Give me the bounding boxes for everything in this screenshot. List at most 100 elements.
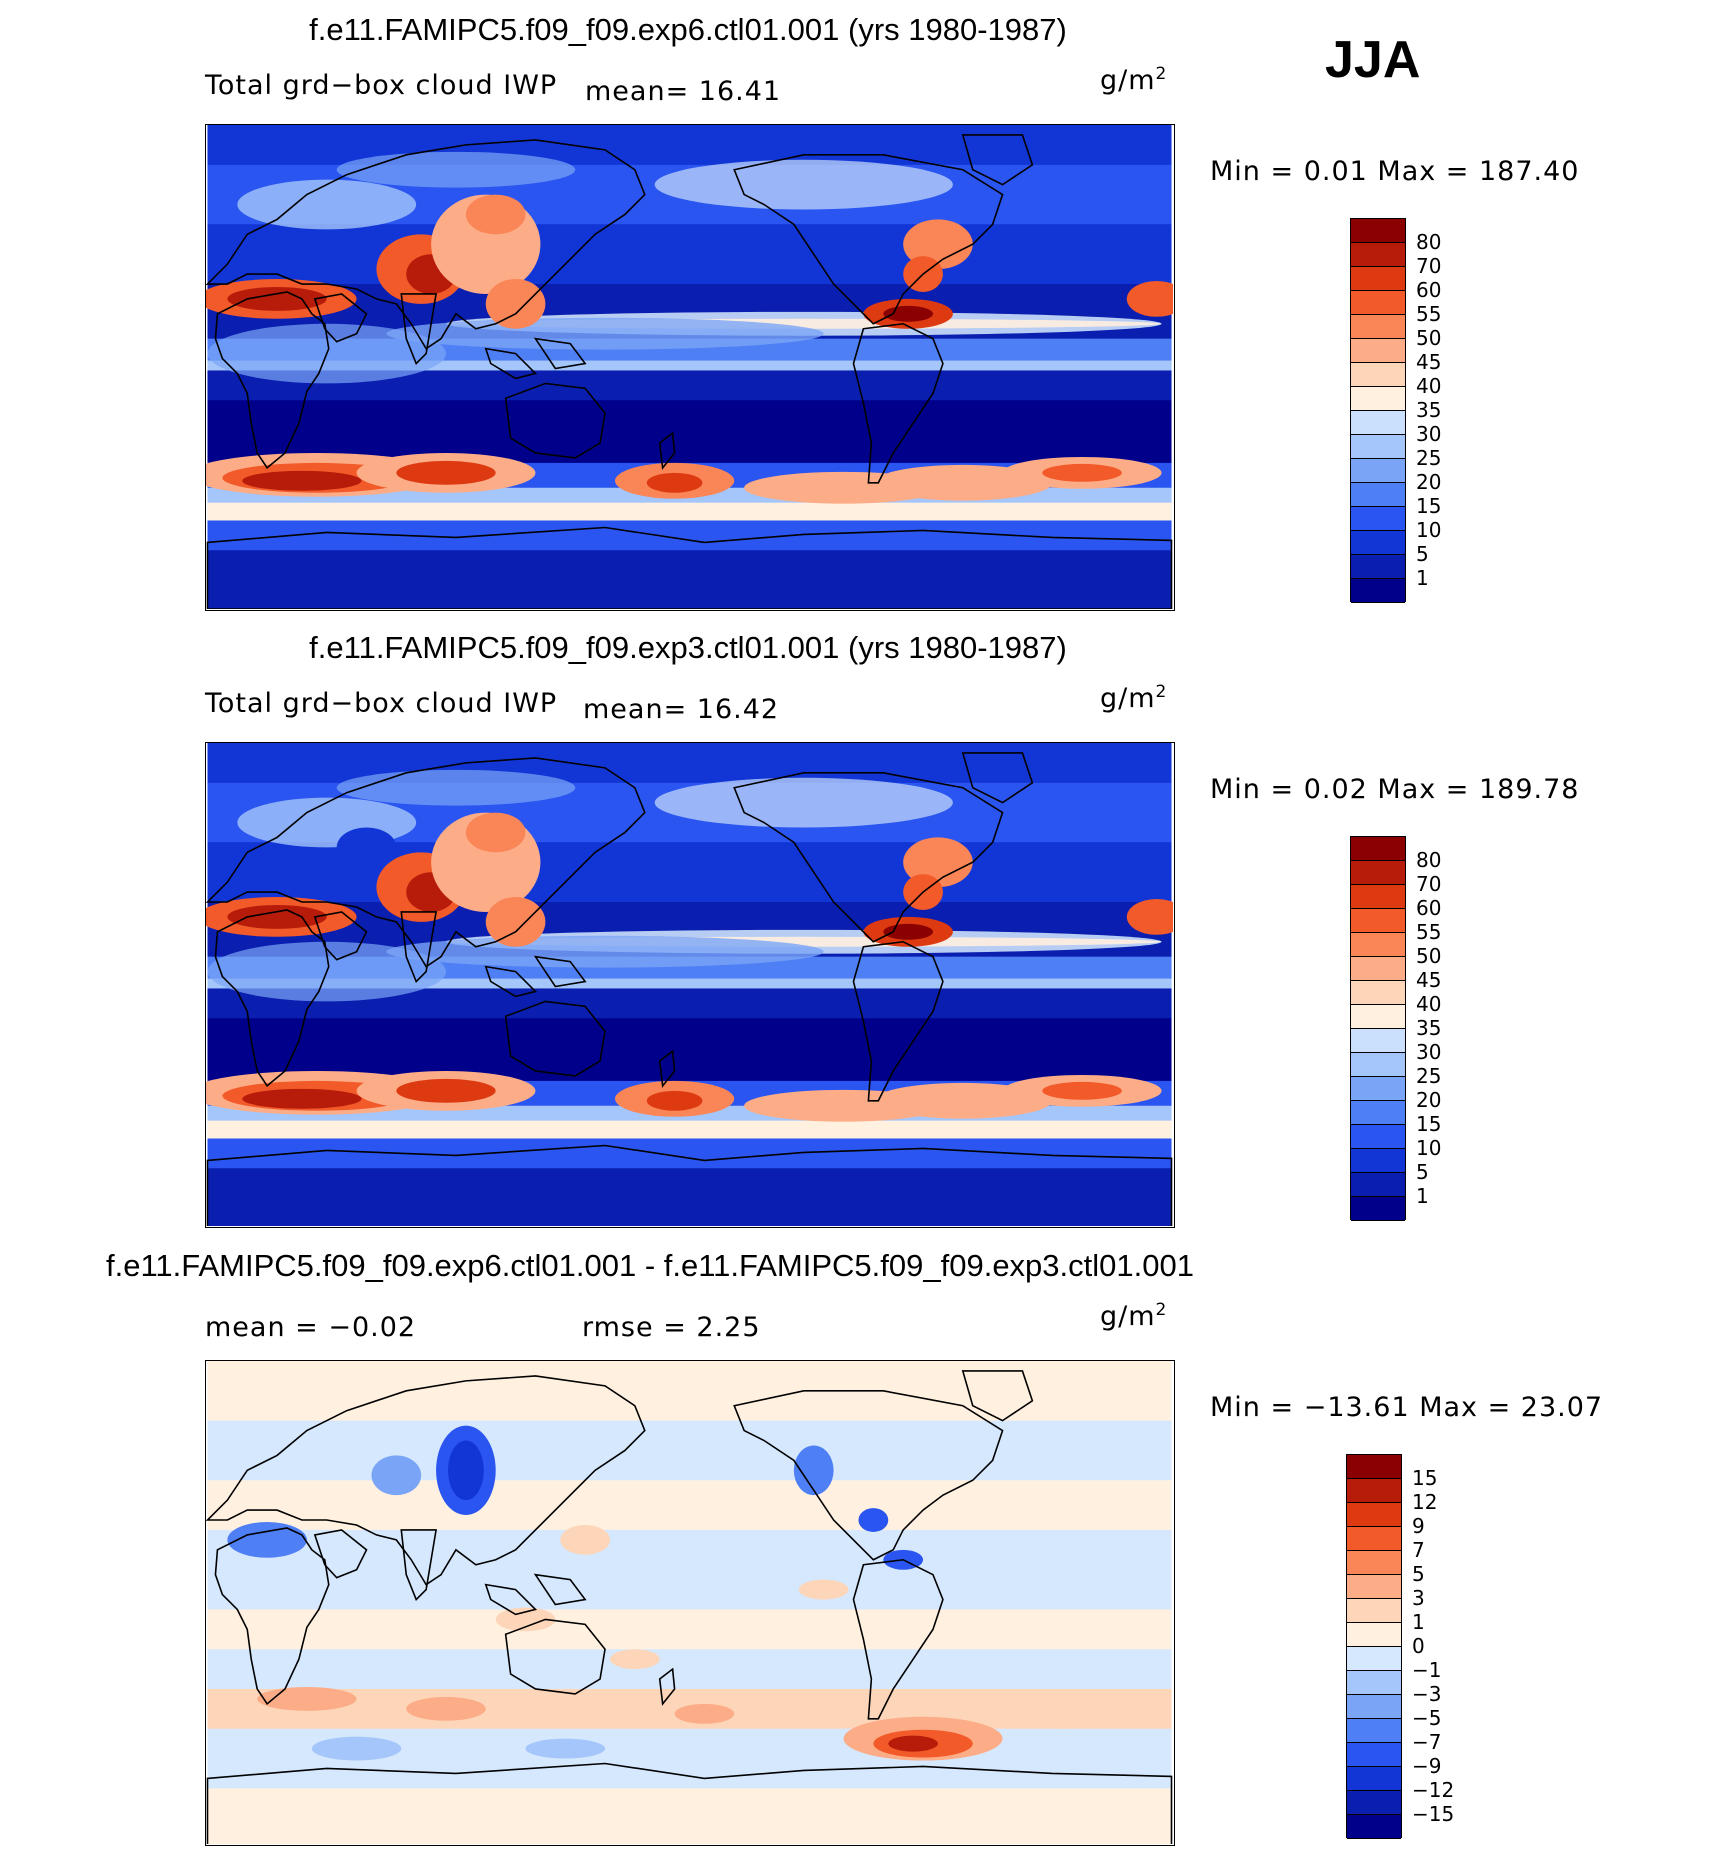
field-contour <box>1042 463 1122 482</box>
colorbar-tick-label: 40 <box>1416 374 1442 398</box>
colorbar-swatch <box>1351 884 1405 908</box>
coastline <box>535 1575 585 1605</box>
colorbar-swatch <box>1351 956 1405 980</box>
colorbar-tick-label: 1 <box>1412 1610 1425 1634</box>
colorbar-tick-label: 45 <box>1416 350 1442 374</box>
colorbar-swatch <box>1351 410 1405 434</box>
colorbar-swatch <box>1351 1172 1405 1196</box>
field-contour <box>336 769 576 806</box>
panel-1-map-field <box>206 125 1173 609</box>
field-contour <box>858 1508 889 1532</box>
colorbar-tick-label: 10 <box>1416 1136 1442 1160</box>
panel-2-map-field <box>206 743 1173 1226</box>
colorbar-swatches <box>1346 1454 1402 1839</box>
panel-1-title: f.e11.FAMIPC5.f09_f09.exp6.ctl01.001 (yr… <box>309 12 1067 47</box>
panel-3-mean: mean = −0.02 <box>205 1312 417 1343</box>
coastline <box>486 967 536 997</box>
colorbar-swatch <box>1347 1670 1401 1694</box>
coastline-layer <box>207 135 1171 609</box>
colorbar-tick-label: 7 <box>1412 1538 1425 1562</box>
field-contour <box>257 1686 357 1711</box>
colorbar-swatch <box>1347 1790 1401 1814</box>
colorbar-bottom-edge <box>1351 1220 1405 1221</box>
field-contour <box>336 151 576 188</box>
colorbar-tick-label: 5 <box>1416 542 1429 566</box>
colorbar-swatch <box>1347 1646 1401 1670</box>
colorbar-tick-label: 15 <box>1416 1112 1442 1136</box>
coastline <box>207 1146 1171 1227</box>
coastline <box>215 292 328 468</box>
colorbar-swatch <box>1347 1574 1401 1598</box>
colorbar-tick-label: 25 <box>1416 1064 1442 1088</box>
colorbar-swatch <box>1351 338 1405 362</box>
coastline <box>207 528 1171 609</box>
colorbar-swatch <box>1351 836 1405 860</box>
coastline <box>401 912 436 982</box>
coastline <box>486 1585 536 1615</box>
panel-2-minmax: Min = 0.02 Max = 189.78 <box>1210 774 1580 805</box>
field-band <box>207 978 1172 989</box>
panel-1-variable: Total grd−box cloud IWP <box>205 70 558 101</box>
field-contour <box>311 1736 402 1761</box>
coastline <box>853 324 942 483</box>
coastline <box>963 135 1033 185</box>
colorbar-swatch <box>1347 1598 1401 1622</box>
colorbar-swatches <box>1350 836 1406 1221</box>
panel-2-unit: g/m2 <box>1100 682 1168 714</box>
coastline <box>660 1051 675 1086</box>
colorbar-swatch <box>1351 242 1405 266</box>
field-contour <box>646 472 703 493</box>
coastline <box>215 910 328 1086</box>
field-band <box>207 502 1172 521</box>
colorbar-tick-label: 9 <box>1412 1514 1425 1538</box>
panel-2-title: f.e11.FAMIPC5.f09_f09.exp3.ctl01.001 (yr… <box>309 630 1067 665</box>
colorbar-swatch <box>1351 314 1405 338</box>
field-contour <box>396 1078 496 1103</box>
field-contour <box>883 923 933 940</box>
colorbar-tick-label: 5 <box>1416 1160 1429 1184</box>
field-contour <box>386 935 824 968</box>
colorbar-swatch <box>1351 578 1405 602</box>
panel-1-map <box>205 124 1175 611</box>
field-contour <box>242 1088 362 1109</box>
field-band <box>207 1361 1172 1421</box>
coastline <box>506 383 605 458</box>
colorbar-tick-label: 20 <box>1416 470 1442 494</box>
colorbar-swatch <box>1351 1124 1405 1148</box>
field-contour <box>525 1738 606 1759</box>
colorbar-tick-label: −3 <box>1412 1682 1442 1706</box>
colorbar-tick-label: 35 <box>1416 398 1442 422</box>
field-contour <box>609 1649 660 1670</box>
coastline <box>853 1560 942 1719</box>
coastline <box>506 1001 605 1076</box>
colorbar-swatch <box>1351 908 1405 932</box>
coastline <box>853 942 942 1101</box>
colorbar-swatch <box>1347 1814 1401 1838</box>
colorbar-swatch <box>1351 386 1405 410</box>
coastline <box>207 140 644 349</box>
panel-2-map <box>205 742 1175 1228</box>
season-label: JJA <box>1325 31 1421 89</box>
coastline <box>734 1391 1002 1560</box>
colorbar-bottom-edge <box>1347 1838 1401 1839</box>
field-contour <box>465 194 526 235</box>
field-contour <box>674 1703 735 1724</box>
colorbar-swatch <box>1351 932 1405 956</box>
panel-1-unit: g/m2 <box>1100 64 1168 96</box>
colorbar-tick-label: 50 <box>1416 944 1442 968</box>
field-contour <box>448 1440 484 1501</box>
coastline <box>207 758 644 967</box>
field-contour <box>371 1455 422 1496</box>
colorbar-tick-label: −12 <box>1412 1778 1455 1802</box>
coastline <box>963 1371 1033 1421</box>
coastline <box>215 1528 328 1704</box>
field-band <box>207 1120 1172 1139</box>
coastline <box>486 349 536 379</box>
colorbar-swatch <box>1351 434 1405 458</box>
colorbar-tick-label: 3 <box>1412 1586 1425 1610</box>
colorbar-swatch <box>1351 1100 1405 1124</box>
coastline <box>315 1530 367 1578</box>
colorbar-swatch <box>1351 554 1405 578</box>
field-contour <box>465 812 526 853</box>
colorbar-tick-label: 80 <box>1416 848 1442 872</box>
